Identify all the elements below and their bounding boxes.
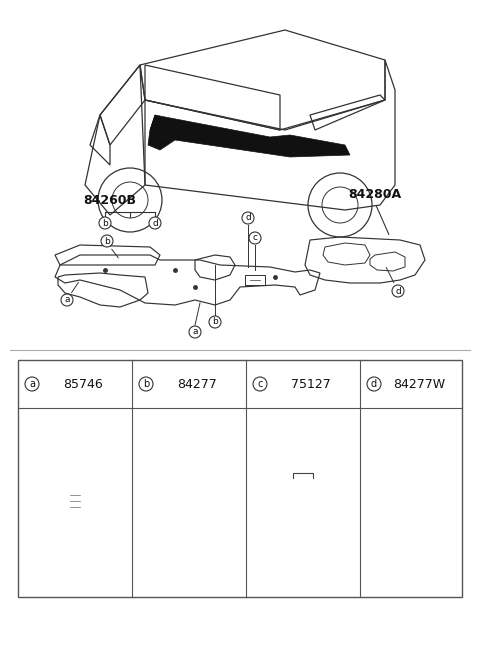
Text: 85746: 85746 bbox=[63, 377, 103, 390]
Circle shape bbox=[61, 294, 73, 306]
Circle shape bbox=[25, 377, 39, 391]
Circle shape bbox=[139, 377, 153, 391]
Ellipse shape bbox=[61, 468, 89, 487]
Polygon shape bbox=[148, 115, 175, 150]
Text: a: a bbox=[64, 295, 70, 305]
Polygon shape bbox=[407, 487, 415, 504]
Text: 84260B: 84260B bbox=[84, 193, 136, 206]
Circle shape bbox=[149, 217, 161, 229]
Ellipse shape bbox=[407, 481, 415, 489]
Text: c: c bbox=[252, 233, 257, 242]
Polygon shape bbox=[150, 115, 350, 157]
Text: b: b bbox=[212, 318, 218, 326]
Ellipse shape bbox=[396, 481, 426, 493]
Text: d: d bbox=[152, 219, 158, 227]
Text: b: b bbox=[104, 236, 110, 246]
Circle shape bbox=[242, 212, 254, 224]
Circle shape bbox=[249, 232, 261, 244]
Circle shape bbox=[101, 235, 113, 247]
Circle shape bbox=[189, 326, 201, 338]
Text: a: a bbox=[29, 379, 35, 389]
Polygon shape bbox=[281, 477, 325, 508]
Circle shape bbox=[392, 285, 404, 297]
Text: a: a bbox=[192, 328, 198, 337]
Circle shape bbox=[367, 377, 381, 391]
Circle shape bbox=[209, 316, 221, 328]
Circle shape bbox=[99, 217, 111, 229]
Polygon shape bbox=[70, 487, 80, 514]
Text: d: d bbox=[245, 214, 251, 223]
Text: 75127: 75127 bbox=[291, 377, 331, 390]
FancyBboxPatch shape bbox=[18, 360, 462, 597]
Polygon shape bbox=[169, 487, 204, 502]
Circle shape bbox=[253, 377, 267, 391]
Text: 84280A: 84280A bbox=[348, 189, 402, 202]
Text: b: b bbox=[102, 219, 108, 227]
Text: d: d bbox=[395, 286, 401, 295]
Text: d: d bbox=[371, 379, 377, 389]
Text: 84277W: 84277W bbox=[393, 377, 445, 390]
Text: c: c bbox=[257, 379, 263, 389]
Text: b: b bbox=[143, 379, 149, 389]
Ellipse shape bbox=[175, 472, 197, 493]
Ellipse shape bbox=[180, 476, 192, 489]
Ellipse shape bbox=[403, 476, 419, 493]
Text: 84277: 84277 bbox=[177, 377, 217, 390]
